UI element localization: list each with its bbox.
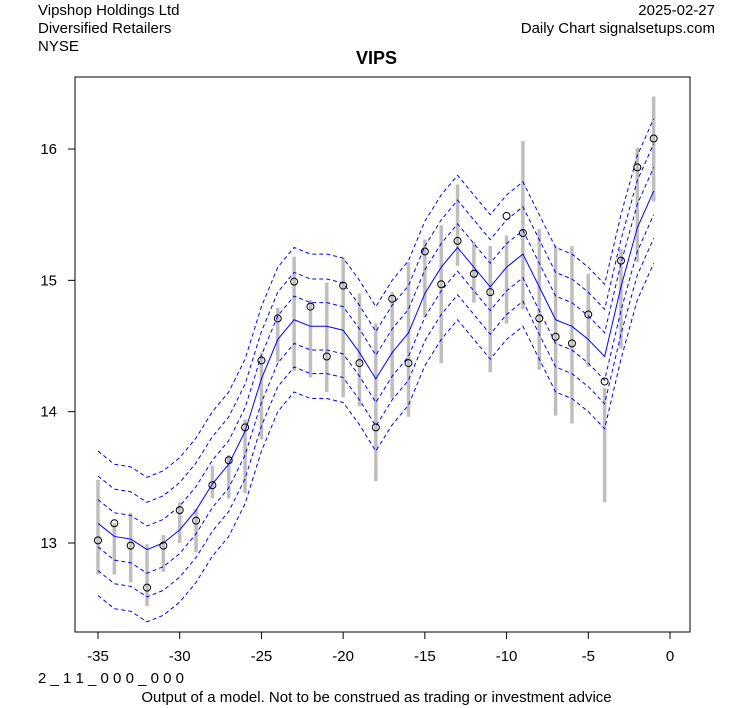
exchange: NYSE [38, 38, 79, 55]
model-band-lower [97, 263, 655, 623]
chart-source: Daily Chart signalsetups.com [520, 20, 715, 37]
close-point [273, 314, 282, 323]
close-point [126, 541, 135, 550]
y-tick-label: 16 [40, 141, 57, 158]
x-tick-label: -10 [496, 648, 518, 665]
company-name: Vipshop Holdings Ltd [38, 2, 180, 19]
close-point [322, 352, 331, 361]
disclaimer: Output of a model. Not to be construed a… [141, 689, 612, 706]
y-tick-label: 13 [40, 535, 57, 552]
close-point [290, 277, 299, 286]
close-point [388, 294, 397, 303]
model-band-upper [97, 167, 655, 527]
close-point [175, 506, 184, 515]
x-tick-label: -15 [414, 648, 436, 665]
close-point [486, 288, 495, 297]
close-point [518, 229, 527, 238]
close-point [600, 377, 609, 386]
y-tick-label: 15 [40, 272, 57, 289]
close-point [616, 256, 625, 265]
close-point [567, 339, 576, 348]
close-point [110, 519, 119, 528]
close-point [469, 269, 478, 278]
close-point [257, 356, 266, 365]
close-point [502, 211, 511, 220]
close-point [192, 516, 201, 525]
x-tick-label: -25 [251, 648, 273, 665]
model-band-lower [97, 238, 655, 598]
close-point [306, 302, 315, 311]
close-point [453, 236, 462, 245]
close-point [339, 281, 348, 290]
close-point [649, 134, 658, 143]
model-code: 2 _ 1 1 _ 0 0 0 _ 0 0 0 [38, 670, 184, 687]
close-point [355, 359, 364, 368]
close-point [551, 332, 560, 341]
model-center-line [97, 190, 655, 551]
close-point [371, 423, 380, 432]
close-point [633, 163, 642, 172]
y-tick-label: 14 [40, 404, 57, 421]
model-band-upper [97, 143, 655, 503]
close-point [224, 456, 233, 465]
sector: Diversified Retailers [38, 20, 172, 37]
close-point [94, 536, 102, 545]
x-tick-label: 0 [666, 648, 674, 665]
close-point [208, 481, 217, 490]
x-tick-label: -20 [332, 648, 354, 665]
close-point [404, 359, 413, 368]
close-point [584, 310, 593, 319]
close-point [159, 541, 168, 550]
model-band-upper [97, 118, 655, 478]
x-tick-label: -35 [87, 648, 109, 665]
close-point [535, 314, 544, 323]
close-point [241, 423, 250, 432]
close-point [143, 583, 152, 592]
x-tick-label: -30 [169, 648, 191, 665]
model-band-lower [97, 214, 655, 574]
plot-frame [74, 76, 691, 633]
x-tick-label: -5 [582, 648, 595, 665]
chart-date: 2025-02-27 [638, 2, 715, 19]
close-point [420, 247, 429, 256]
close-point [437, 280, 446, 289]
chart-title: VIPS [355, 48, 398, 68]
